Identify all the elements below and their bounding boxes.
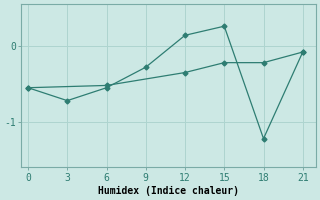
X-axis label: Humidex (Indice chaleur): Humidex (Indice chaleur) xyxy=(98,186,239,196)
